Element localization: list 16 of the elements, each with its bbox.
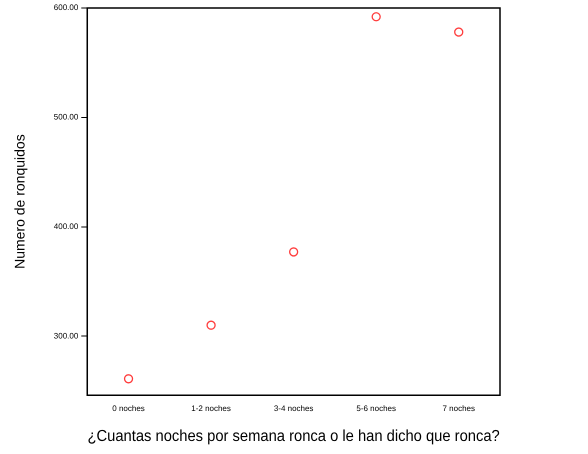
y-axis-title: Numero de ronquidos [11, 134, 28, 269]
x-tick-label: 3-4 noches [274, 404, 314, 414]
point [288, 247, 298, 257]
y-tick-label: 400.00 [54, 222, 79, 231]
x-axis-title: ¿Cuantas noches por semana ronca o le han dicho que ronca? [87, 427, 500, 445]
point [372, 12, 381, 22]
x-tick-label: 1-2 noches [191, 404, 231, 414]
point [206, 320, 216, 330]
x-tick-label: 7 noches [442, 404, 475, 414]
y-tick-label: 500.00 [54, 112, 79, 122]
x-tick-label: 5-6 noches [356, 404, 396, 414]
point [124, 374, 134, 384]
y-tick-label: 600.00 [54, 3, 79, 12]
y-tick-label: 300.00 [54, 331, 79, 340]
point [454, 27, 464, 37]
x-tick-label: 0 noches [112, 404, 145, 414]
